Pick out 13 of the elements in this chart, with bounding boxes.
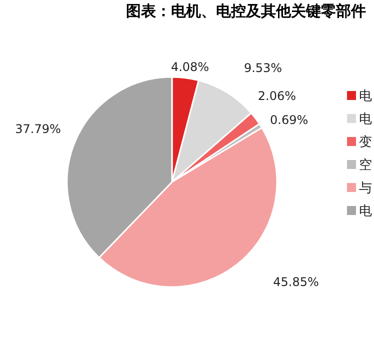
chart-title: 图表：电机、电控及其他关键零部件 — [126, 2, 366, 20]
legend-label: 与 — [359, 181, 372, 196]
legend-label: 电 — [359, 204, 372, 219]
data-label: 45.85% — [273, 275, 319, 289]
data-label: 4.08% — [170, 60, 210, 74]
data-label: 9.53% — [244, 61, 282, 75]
data-label: 0.69% — [270, 113, 308, 127]
data-label: 2.06% — [258, 89, 296, 103]
legend-label: 电 — [359, 112, 372, 127]
legend-label: 变 — [359, 135, 372, 150]
legend-label: 空 — [359, 158, 372, 173]
legend-label: 电 — [359, 89, 372, 104]
data-label: 37.79% — [15, 122, 61, 136]
